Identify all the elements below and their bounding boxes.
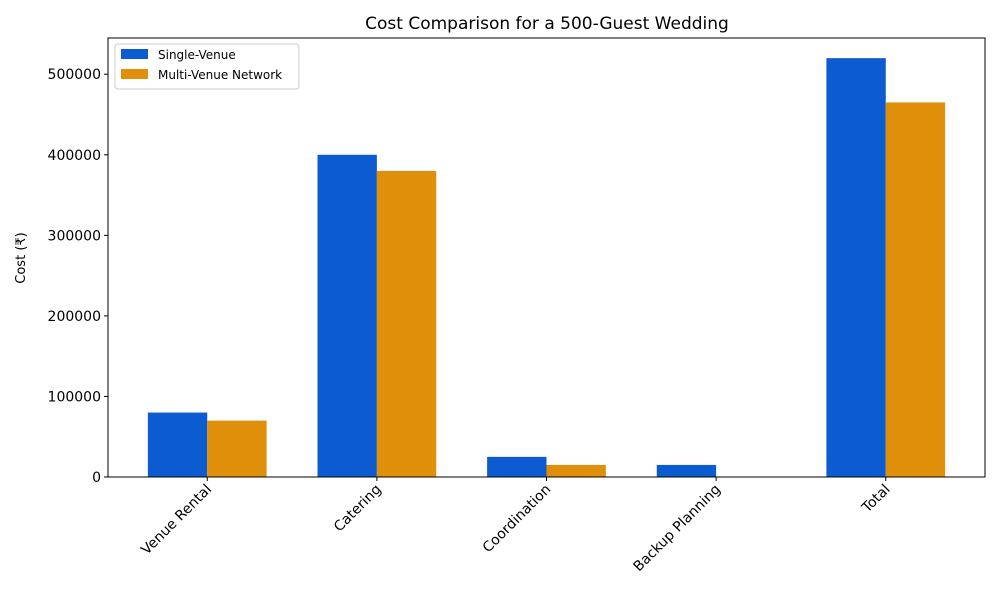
bar-single-venue-coordination — [487, 456, 547, 477]
y-tick-label: 500000 — [48, 67, 101, 83]
legend-box — [114, 43, 300, 90]
bar-single-venue-backup-planning — [656, 464, 717, 477]
legend: Single-Venue Multi-Venue Network — [114, 43, 300, 90]
x-tick-label: Coordination — [480, 482, 555, 557]
bar-multi-venue-network-catering — [376, 170, 437, 477]
legend-swatch — [121, 69, 148, 79]
y-tick-label: 300000 — [48, 228, 101, 244]
y-tick-label: 100000 — [48, 389, 101, 405]
y-tick-label: 400000 — [48, 148, 101, 164]
legend-label: Multi-Venue Network — [158, 68, 282, 82]
x-tick-label: Catering — [331, 482, 385, 536]
bar-single-venue-total — [826, 58, 886, 478]
bar-single-venue-venue-rental — [147, 412, 208, 477]
bar-single-venue-catering — [317, 154, 377, 478]
legend-label: Single-Venue — [158, 48, 236, 62]
y-axis-label: Cost (₹) — [14, 232, 29, 283]
plot-frame — [107, 37, 986, 478]
bar-multi-venue-network-venue-rental — [207, 420, 267, 477]
x-tick-label: Total — [858, 482, 893, 517]
y-tick-label: 0 — [92, 470, 101, 486]
chart-title: Cost Comparison for a 500-Guest Wedding — [365, 14, 729, 34]
bar-multi-venue-network-coordination — [546, 464, 606, 477]
legend-swatch — [121, 49, 148, 59]
y-tick-label: 200000 — [48, 309, 101, 325]
bar-multi-venue-network-total — [885, 102, 946, 477]
x-tick-label: Backup Planning — [631, 482, 724, 575]
x-tick-label: Venue Rental — [138, 482, 215, 559]
